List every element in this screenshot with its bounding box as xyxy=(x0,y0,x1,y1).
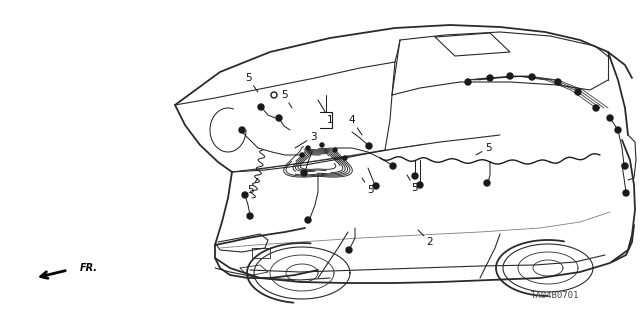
Text: TA04B0701: TA04B0701 xyxy=(531,291,579,300)
Circle shape xyxy=(305,217,311,223)
Circle shape xyxy=(412,173,418,179)
Circle shape xyxy=(306,146,310,150)
Circle shape xyxy=(366,143,372,149)
Circle shape xyxy=(487,75,493,81)
Circle shape xyxy=(622,163,628,169)
Circle shape xyxy=(373,183,379,189)
Text: 5: 5 xyxy=(476,143,492,155)
Text: 5: 5 xyxy=(244,73,258,92)
Circle shape xyxy=(276,115,282,121)
Text: 2: 2 xyxy=(418,230,433,247)
Circle shape xyxy=(507,73,513,79)
Circle shape xyxy=(390,163,396,169)
Circle shape xyxy=(575,89,581,95)
Circle shape xyxy=(484,180,490,186)
Text: 5: 5 xyxy=(362,178,373,195)
Text: 3: 3 xyxy=(295,132,316,148)
Text: 5: 5 xyxy=(281,90,292,108)
Circle shape xyxy=(593,105,599,111)
Circle shape xyxy=(555,79,561,85)
Text: 4: 4 xyxy=(349,115,362,135)
Circle shape xyxy=(247,213,253,219)
Circle shape xyxy=(346,247,352,253)
Circle shape xyxy=(343,156,347,160)
Circle shape xyxy=(333,148,337,152)
Circle shape xyxy=(623,190,629,196)
Circle shape xyxy=(320,143,324,147)
Circle shape xyxy=(615,127,621,133)
Circle shape xyxy=(607,115,613,121)
Circle shape xyxy=(239,127,245,133)
Text: 5: 5 xyxy=(407,175,419,193)
Text: 1: 1 xyxy=(318,100,333,125)
Circle shape xyxy=(529,74,535,80)
Text: FR.: FR. xyxy=(80,263,98,273)
Circle shape xyxy=(417,182,423,188)
Circle shape xyxy=(242,192,248,198)
Text: 5: 5 xyxy=(246,178,258,195)
Circle shape xyxy=(465,79,471,85)
Circle shape xyxy=(258,104,264,110)
Circle shape xyxy=(300,153,304,157)
Circle shape xyxy=(301,170,307,176)
